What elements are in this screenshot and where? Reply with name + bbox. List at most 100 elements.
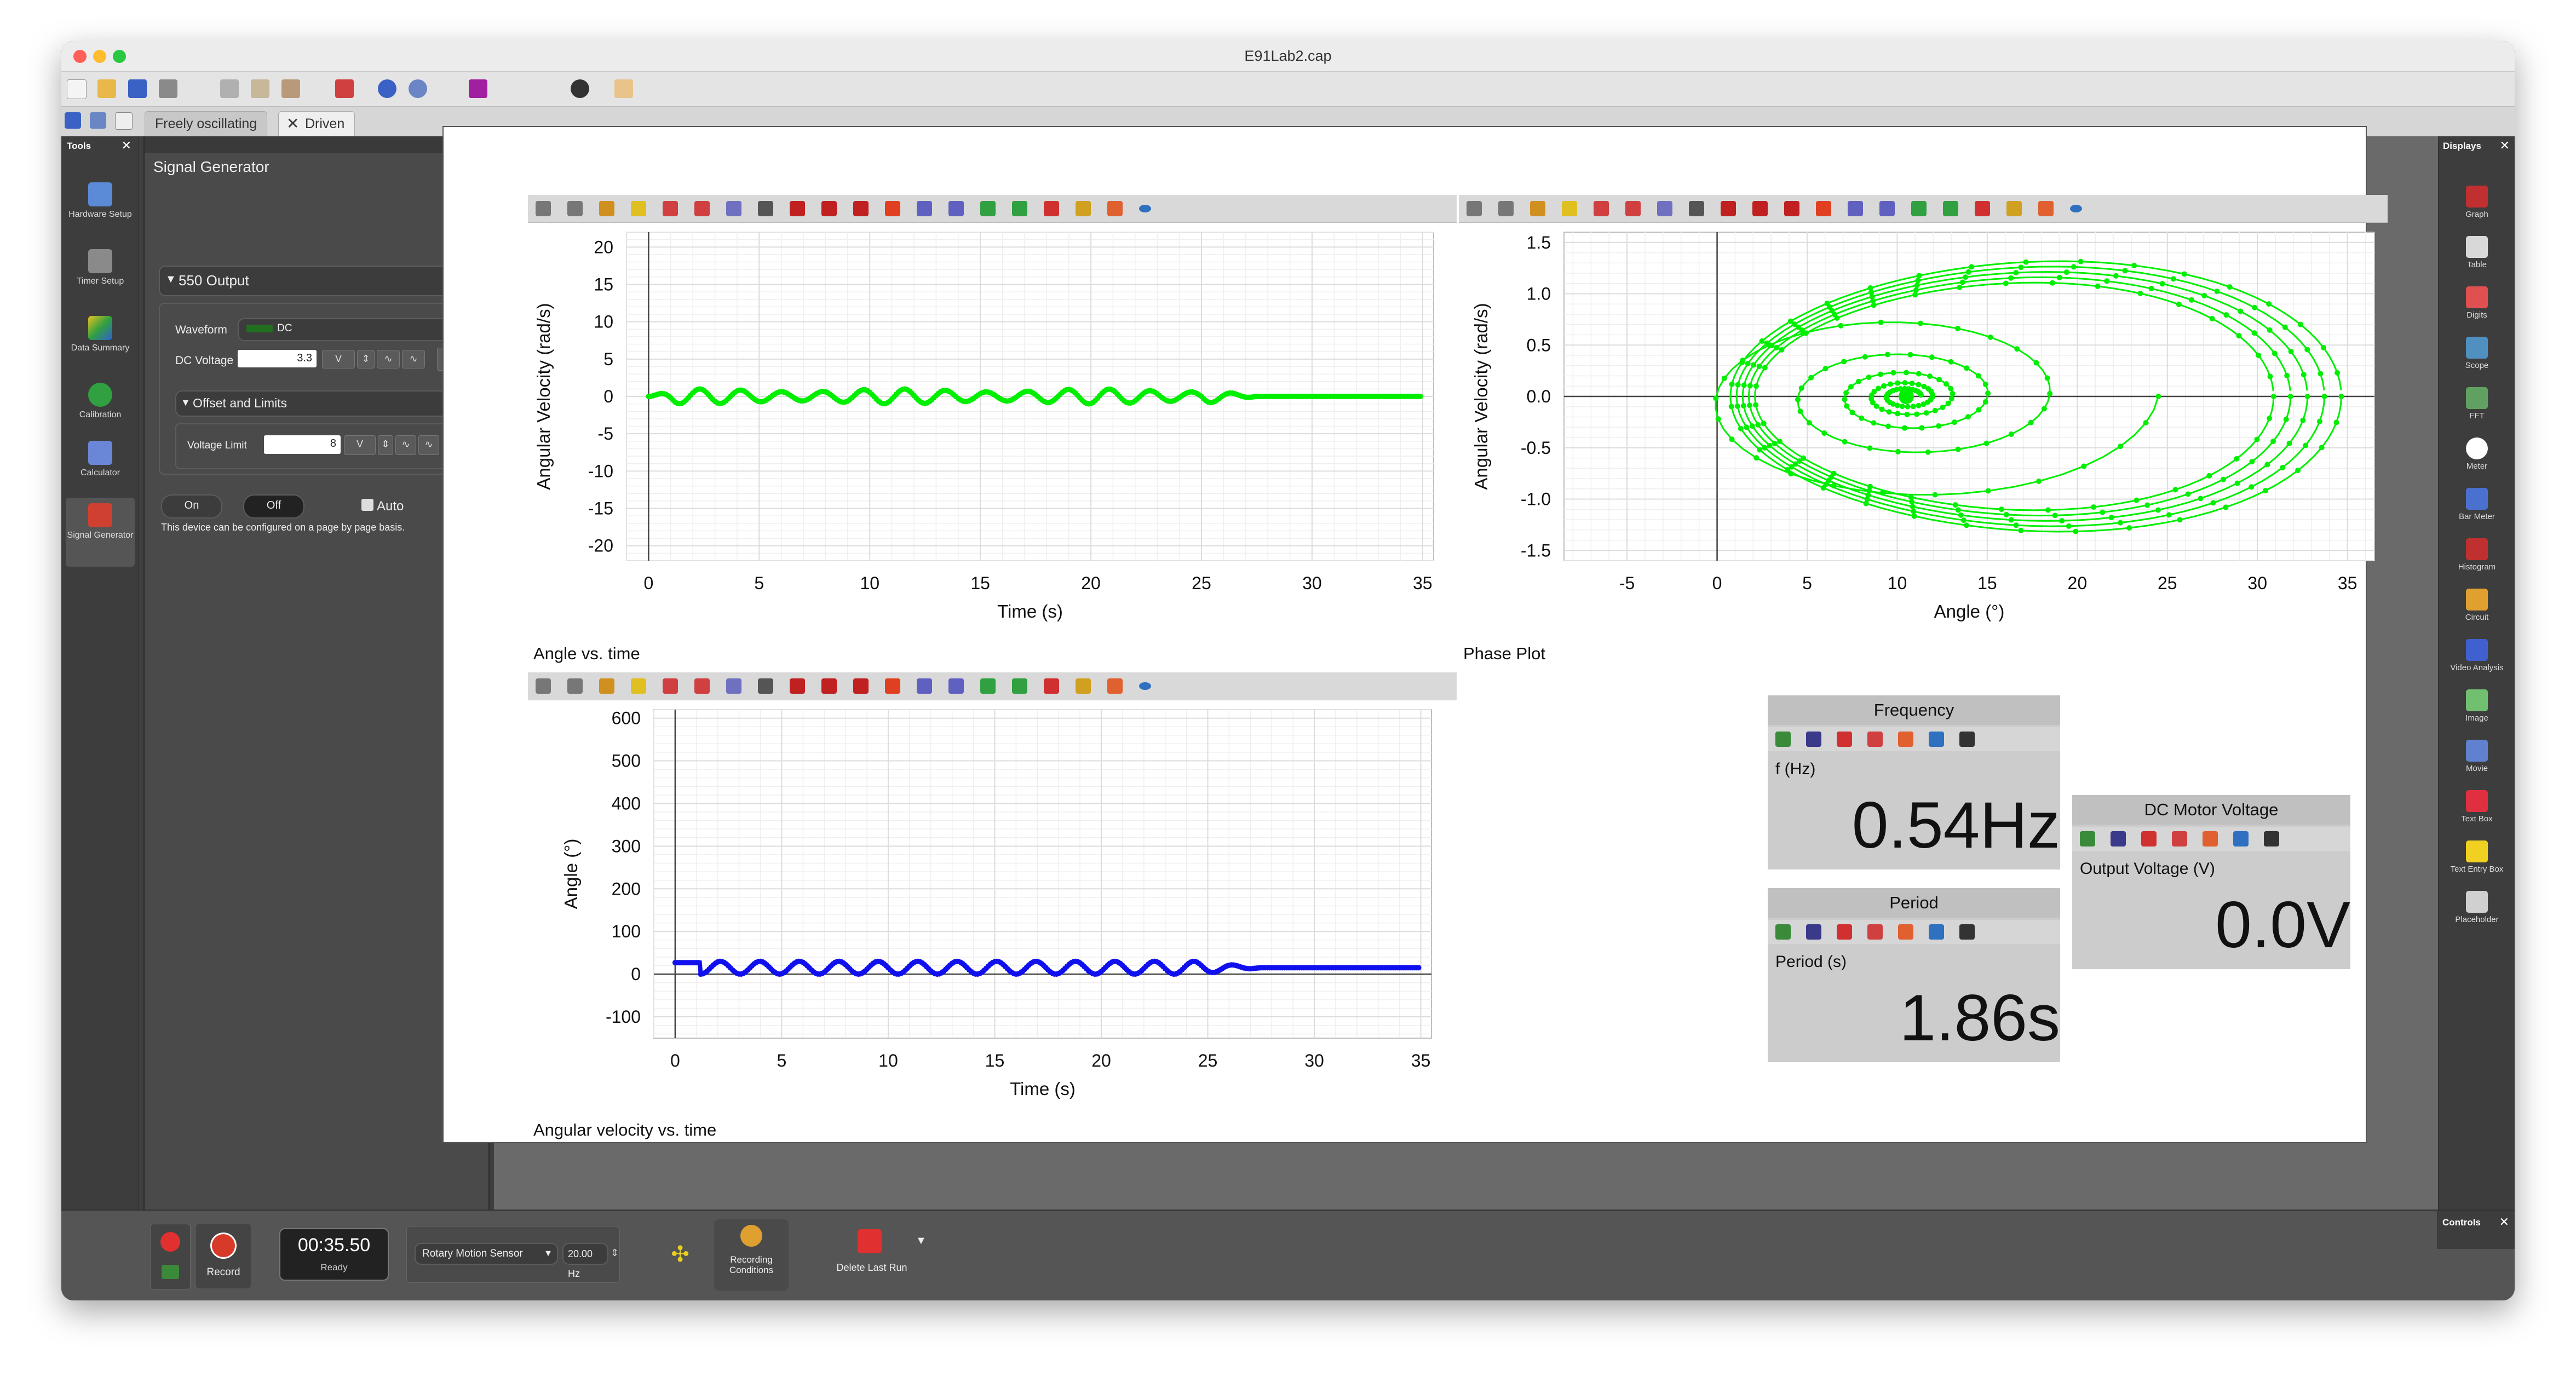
graph-select-range-icon[interactable] [567,201,583,216]
graph-highlight-icon[interactable] [599,678,614,694]
display-item-scope[interactable]: Scope [2442,337,2512,370]
graph-run-select-icon[interactable] [917,678,932,694]
graph-annotation-icon[interactable] [821,678,837,694]
graph-smooth-icon[interactable] [853,201,869,216]
new-file-icon[interactable] [67,79,87,99]
dc-voltage-wave2-icon[interactable]: ∿ [402,350,425,368]
camera-icon[interactable] [571,79,589,98]
graph-derivative-icon[interactable] [885,678,900,694]
page-icon[interactable] [115,112,133,130]
delete-run-chevron-icon[interactable]: ▼ [916,1235,927,1247]
close-controls-icon[interactable]: ✕ [2499,1215,2509,1229]
graph-add-plot-icon[interactable] [980,201,996,216]
recording-conditions-group[interactable]: Recording Conditions [714,1219,789,1291]
meter-show-hide-icon[interactable] [1959,732,1975,747]
graph-show-hide-icon[interactable] [1139,682,1151,690]
graph-annotation-icon[interactable] [821,201,837,216]
display-item-graph[interactable]: Graph [2442,186,2512,219]
meter-show-data-icon[interactable] [1775,732,1791,747]
graph2-canvas[interactable]: -5 0 5 10 15 20 25 30 35 -1.5 -1.0 -0.5 0.0 0.5 1.0 1.5… [1459,223,2388,672]
graph-coordinates-icon[interactable] [1657,201,1672,216]
graph-properties-icon[interactable] [2038,201,2054,216]
graph-curve-fit-icon[interactable] [631,678,646,694]
tool-calculator[interactable]: Calculator [66,441,135,478]
display-item-circuit[interactable]: Circuit [2442,589,2512,622]
meter-adjust-precision-icon[interactable] [1806,732,1821,747]
paste-icon[interactable] [281,79,300,98]
graph-slope-icon[interactable] [1721,201,1736,216]
close-window-button[interactable] [73,50,87,63]
graph-coordinates-icon[interactable] [726,678,741,694]
offset-limits-header[interactable]: ▼ Offset and Limits [175,390,457,417]
sample-rate-field[interactable]: 20.00 Hz [562,1243,608,1279]
voltage-limit-wave-icon[interactable]: ∿ [395,435,416,455]
graph-curve-fit-icon[interactable] [1562,201,1577,216]
graph-area-icon[interactable] [694,201,710,216]
graph-show-hide-icon[interactable] [1139,205,1151,212]
graph-coordinates-icon[interactable] [726,201,741,216]
journal-icon[interactable] [614,79,633,98]
meter-number-format-icon[interactable] [2141,831,2157,847]
display-item-table[interactable]: Table [2442,236,2512,269]
meter-show-hide-icon[interactable] [1959,924,1975,940]
graph-slope-icon[interactable] [790,678,805,694]
delete-page-icon[interactable] [335,79,354,98]
waveform-select[interactable]: DC ▼ [238,318,463,341]
graph3[interactable]: 0 5 10 15 20 25 30 35 -100 0 100 200 300 400 500 600 Tim… [528,701,1457,1150]
graph-remove-data-icon[interactable] [1044,201,1059,216]
voltage-limit-wave2-icon[interactable]: ∿ [418,435,439,455]
graph-statistics-icon[interactable] [663,201,678,216]
graph-delete-plot-icon[interactable] [1012,678,1027,694]
graph-remove-data-icon[interactable] [1975,201,1990,216]
record-button[interactable] [210,1233,237,1259]
display-item-placeholder[interactable]: Placeholder [2442,891,2512,924]
graph-crosshair-icon[interactable] [1689,201,1704,216]
dc-voltage-field[interactable]: 3.3 [238,350,317,367]
graph-smooth-icon[interactable] [1784,201,1799,216]
meter-show-hide-icon[interactable] [2264,831,2279,847]
redo-icon[interactable] [409,79,427,98]
meter-show-data-icon[interactable] [1775,924,1791,940]
frequency-meter[interactable]: Frequency f (Hz) 0.54Hz [1768,695,2060,869]
sensor-select[interactable]: Rotary Motion Sensor ▼ [415,1243,558,1265]
display-item-text-box[interactable]: Text Box [2442,790,2512,824]
close-tools-icon[interactable]: ✕ [121,139,131,152]
graph-show-hide-icon[interactable] [2070,205,2082,212]
delete-last-run-group[interactable]: ▼ Delete Last Run [817,1222,927,1287]
meter-pin-icon[interactable] [1898,732,1913,747]
tab-driven[interactable]: ✕ Driven [278,111,355,136]
graph2[interactable]: -5 0 5 10 15 20 25 30 35 -1.5 -1.0 -0.5 0.0 0.5 1.0 1.5… [1459,223,2388,672]
dc-voltage-stepper[interactable]: ⇕ [357,350,375,368]
graph-add-plot-icon[interactable] [1911,201,1927,216]
voltage-limit-unit-select[interactable]: V [344,435,376,455]
display-item-image[interactable]: Image [2442,689,2512,723]
graph-run-select-icon[interactable] [1848,201,1863,216]
graph-run-select-icon[interactable] [917,201,932,216]
tool-timer-setup[interactable]: Timer Setup [66,249,135,286]
sync-icon[interactable]: ✣ [671,1242,689,1266]
cut-icon[interactable] [220,79,239,98]
graph-add-y-axis-icon[interactable] [948,201,964,216]
close-displays-icon[interactable]: ✕ [2499,139,2510,152]
graph-area-icon[interactable] [1625,201,1641,216]
graph-delete-plot-icon[interactable] [1012,201,1027,216]
graph-properties-icon[interactable] [1107,201,1123,216]
meter-properties-icon[interactable] [1929,732,1944,747]
close-tab-icon[interactable]: ✕ [286,115,300,132]
meter-statistics-icon[interactable] [1867,732,1883,747]
dc-voltage-unit-select[interactable]: V [322,350,355,368]
graph-add-y-axis-icon[interactable] [1879,201,1895,216]
graph-crosshair-icon[interactable] [758,201,773,216]
graph-crosshair-icon[interactable] [758,678,773,694]
graph-add-y-axis-icon[interactable] [948,678,964,694]
graph-highlight-icon[interactable] [1530,201,1545,216]
graph-settings-icon[interactable] [1076,201,1091,216]
graph-add-plot-icon[interactable] [980,678,996,694]
meter-number-format-icon[interactable] [1837,732,1852,747]
voltage-limit-field[interactable]: 8 [264,435,341,454]
display-item-histogram[interactable]: Histogram [2442,538,2512,572]
display-item-video-analysis[interactable]: Video Analysis [2442,639,2512,672]
open-folder-icon[interactable] [97,79,116,98]
graph-derivative-icon[interactable] [1816,201,1831,216]
display-item-digits[interactable]: Digits [2442,286,2512,320]
